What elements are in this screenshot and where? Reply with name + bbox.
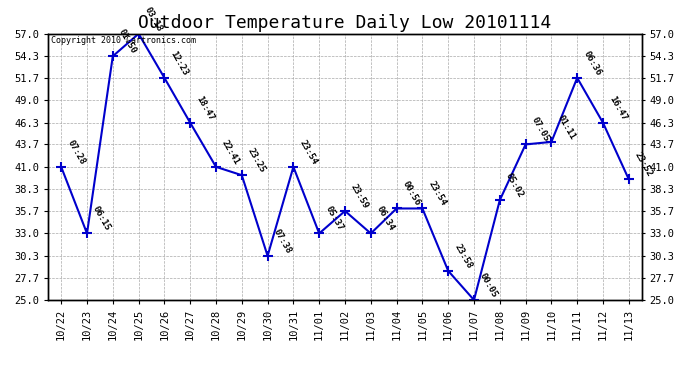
Text: 23:54: 23:54: [426, 180, 448, 208]
Text: 06:15: 06:15: [91, 205, 112, 232]
Text: 03:18: 03:18: [143, 5, 164, 33]
Text: 06:34: 06:34: [375, 205, 396, 232]
Text: 16:47: 16:47: [607, 94, 629, 122]
Text: 01:50: 01:50: [117, 28, 138, 56]
Text: 23:54: 23:54: [297, 138, 319, 166]
Text: 23:59: 23:59: [349, 182, 371, 210]
Text: 05:02: 05:02: [504, 172, 525, 200]
Text: 07:05: 07:05: [530, 116, 551, 144]
Text: 23:58: 23:58: [453, 242, 473, 270]
Text: 01:11: 01:11: [555, 113, 577, 141]
Text: 07:28: 07:28: [66, 138, 87, 166]
Text: 00:56: 00:56: [401, 180, 422, 208]
Text: 06:36: 06:36: [582, 49, 602, 77]
Text: 00:05: 00:05: [478, 272, 500, 299]
Text: 12:23: 12:23: [168, 49, 190, 77]
Text: 18:47: 18:47: [195, 94, 215, 122]
Text: 23:25: 23:25: [246, 147, 267, 174]
Text: 23:52: 23:52: [633, 151, 654, 178]
Title: Outdoor Temperature Daily Low 20101114: Outdoor Temperature Daily Low 20101114: [139, 14, 551, 32]
Text: Copyright 2010 Cartronics.com: Copyright 2010 Cartronics.com: [51, 36, 196, 45]
Text: 07:38: 07:38: [272, 227, 293, 255]
Text: 22:41: 22:41: [220, 138, 242, 166]
Text: 05:37: 05:37: [324, 205, 344, 232]
